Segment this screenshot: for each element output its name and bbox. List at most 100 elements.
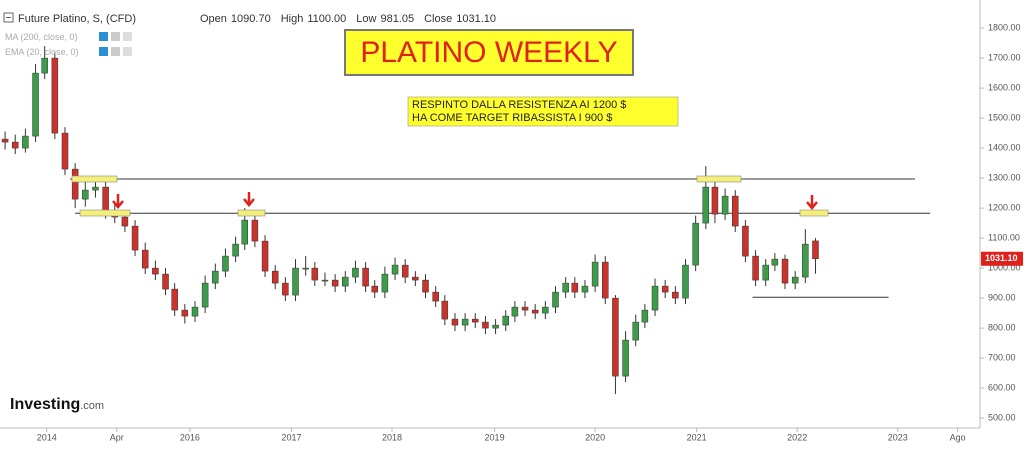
candle-body <box>682 264 689 299</box>
candle-body <box>11 141 19 149</box>
candle-body <box>502 315 509 326</box>
info-label: Open <box>200 13 227 25</box>
marker <box>237 209 266 217</box>
x-tick-label: 2017 <box>281 432 301 442</box>
ohlc-info: Open 1090.70 High 1100.00 Low 981.05 Close 1031… <box>200 13 496 25</box>
candle-body <box>92 186 99 191</box>
candle-body <box>282 282 289 296</box>
candle-body <box>331 279 339 287</box>
candle-body <box>762 264 769 281</box>
x-tick-label: 2016 <box>180 432 200 442</box>
logo-main: Investing <box>10 396 80 413</box>
candle-body <box>451 318 459 326</box>
info-label: Close <box>424 13 452 25</box>
arrow <box>243 192 255 207</box>
annotation-title: PLATINO WEEKLY <box>360 36 617 69</box>
candle-body <box>71 168 79 200</box>
info-label: High <box>281 13 304 25</box>
candle-body <box>422 279 429 293</box>
x-tick-label: 2019 <box>485 432 505 442</box>
candle-body <box>201 282 209 308</box>
candle-body <box>1 138 9 143</box>
candle-body <box>342 276 349 287</box>
settings-button[interactable] <box>111 32 120 41</box>
candle-body <box>222 255 229 272</box>
candle-body <box>632 321 639 341</box>
candle-body <box>352 267 359 278</box>
y-tick-label: 1800.00 <box>988 22 1021 32</box>
logo: Investing.com <box>10 396 104 413</box>
y-tick-label: 600.00 <box>988 382 1016 392</box>
eye-button[interactable] <box>99 32 108 41</box>
candle-body <box>412 276 419 281</box>
marker <box>71 175 118 183</box>
x-tick-label: 2023 <box>888 432 908 442</box>
candle-body <box>171 288 178 311</box>
candle-body <box>612 297 619 377</box>
logo-suffix: .com <box>80 400 104 412</box>
candle-body <box>581 285 589 293</box>
info-value: 981.05 <box>380 13 414 25</box>
y-tick-label: 1600.00 <box>988 82 1021 92</box>
candle-body <box>261 240 269 272</box>
x-tick-label: 2022 <box>787 432 807 442</box>
candle-body <box>711 186 719 215</box>
candle-body <box>461 318 469 326</box>
candle-body <box>141 249 149 269</box>
x-tick-label: 2021 <box>687 432 707 442</box>
candle-body <box>752 255 759 281</box>
candle-body <box>82 189 89 200</box>
indicator-buttons <box>99 32 132 56</box>
candle-body <box>791 276 799 284</box>
eye-button[interactable] <box>99 47 108 56</box>
candle-body <box>321 279 329 282</box>
y-tick-label: 1300.00 <box>988 172 1021 182</box>
y-tick-label: 500.00 <box>988 412 1016 422</box>
candle-body <box>521 306 529 311</box>
info-value: 1090.70 <box>231 13 271 25</box>
close-button[interactable] <box>123 32 132 41</box>
candle-body <box>802 243 809 278</box>
y-tick-label: 1500.00 <box>988 112 1021 122</box>
settings-button[interactable] <box>111 47 120 56</box>
candle-body <box>362 267 369 287</box>
candle-body <box>191 306 199 317</box>
candle-body <box>531 309 539 314</box>
candle-body <box>41 57 48 74</box>
candle-body <box>441 300 449 320</box>
candle-body <box>311 267 319 281</box>
candle-body <box>271 270 279 284</box>
candle-body <box>51 57 59 134</box>
candle-body <box>672 291 679 299</box>
close-button[interactable] <box>123 47 132 56</box>
x-tick-label: 2014 <box>37 432 57 442</box>
candle-body <box>121 216 129 227</box>
info-label: Low <box>356 13 376 25</box>
candle-body <box>732 195 739 227</box>
marker <box>79 209 131 217</box>
y-tick-label: 1000.00 <box>988 262 1021 272</box>
y-tick-label: 1200.00 <box>988 202 1021 212</box>
info-value: 1100.00 <box>307 13 346 25</box>
x-tick-label: 2020 <box>585 432 605 442</box>
candle-body <box>472 318 479 323</box>
title-box <box>344 29 634 76</box>
candle-body <box>552 291 559 308</box>
candle-body <box>771 258 779 266</box>
x-tick-label: 2018 <box>382 432 402 442</box>
collapse-icon[interactable] <box>3 12 14 23</box>
y-tick-label: 1100.00 <box>988 232 1020 242</box>
candle-body <box>22 135 29 149</box>
plot: 500.00 600.00 700.00 800.00 900.00 1000.00 110… <box>1 22 1021 442</box>
candle-body <box>32 72 39 137</box>
candle-body <box>702 186 710 224</box>
candle-body <box>511 306 519 317</box>
candle-body <box>692 222 699 266</box>
candle-body <box>292 267 299 296</box>
candle-body <box>251 219 259 242</box>
y-tick-label: 800.00 <box>988 322 1016 332</box>
arrows <box>112 192 818 210</box>
candle-body <box>391 264 399 275</box>
candle-body <box>401 264 409 278</box>
